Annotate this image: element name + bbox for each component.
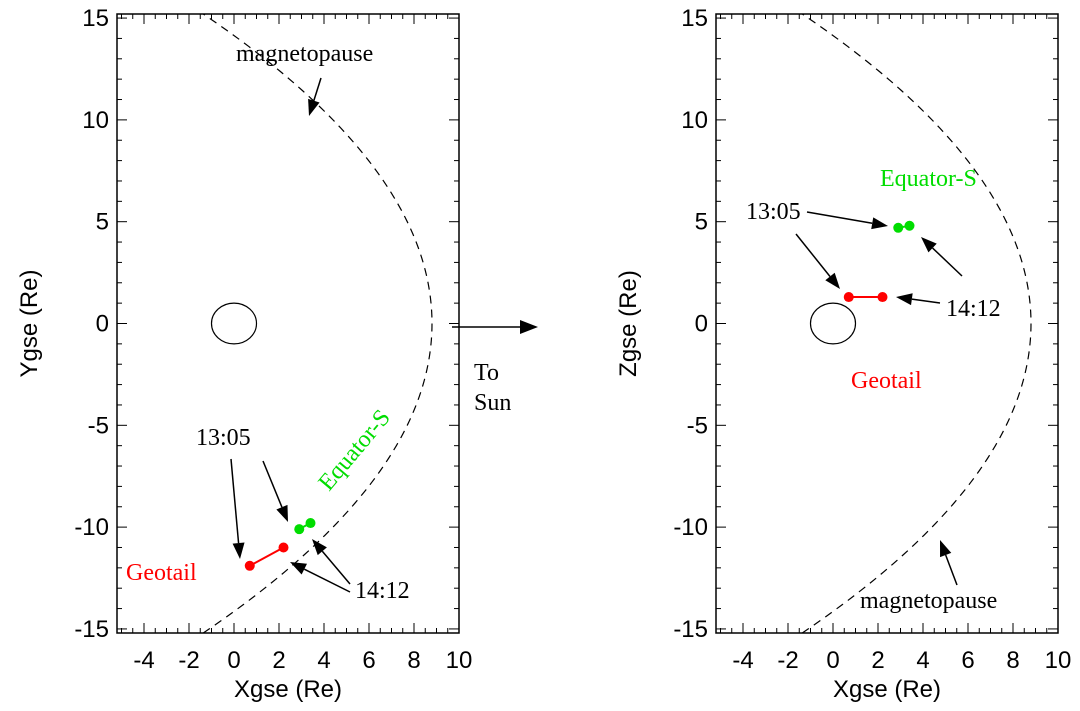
magnetopause-arrow-head	[940, 540, 952, 558]
end-time-arrow-equator-s-line	[932, 247, 963, 277]
y-tick-label: 5	[695, 209, 708, 236]
end-time-arrow-geotail-line	[911, 298, 941, 304]
x-tick-label: 8	[407, 647, 420, 674]
y-tick-label: 10	[82, 107, 109, 134]
start-time-arrow-geotail-line	[230, 458, 240, 544]
magnetopause-arrow-line	[944, 554, 958, 586]
x-tick-label: 6	[362, 647, 375, 674]
y-tick-label: 0	[96, 311, 109, 338]
y-tick-label: -10	[74, 514, 109, 541]
sun-direction-label-line2: Sun	[474, 390, 511, 416]
x-tick-label: 10	[1045, 647, 1072, 674]
equator-s-point	[904, 220, 915, 231]
magnetopause-arrow-line	[313, 77, 322, 101]
x-tick-label: 10	[446, 647, 473, 674]
start-time-label: 13:05	[196, 425, 251, 451]
x-tick-label: 2	[272, 647, 285, 674]
x-tick-label: 4	[317, 647, 330, 674]
equator-s-point	[893, 222, 904, 233]
y-tick-label: -5	[687, 412, 708, 439]
sun-direction-indicator: To Sun	[452, 320, 538, 416]
magnetopause-label: magnetopause	[236, 41, 373, 67]
y-tick-label: -10	[673, 514, 708, 541]
end-time-arrow-equator-s-head	[921, 237, 937, 253]
earth-circle	[210, 302, 258, 345]
x-tick-label: -4	[732, 647, 753, 674]
x-tick-label: 2	[871, 647, 884, 674]
sun-direction-label-line1: To	[474, 360, 499, 386]
y-tick-label: 15	[681, 5, 708, 32]
sun-direction-arrow-head	[520, 320, 538, 334]
panel-xy: -4 -2 0 2 4 6 8 10 -15 -10 -5 0 5 10 15 Xgse (Re) Ygse (…	[16, 5, 472, 703]
start-time-arrow-geotail-head	[232, 542, 245, 559]
start-time-arrow-geotail-line	[795, 233, 831, 277]
end-time-arrow-geotail-head	[896, 293, 913, 306]
y-tick-label: 5	[96, 209, 109, 236]
equator-s-label: Equator-S	[880, 166, 977, 192]
y-tick-label: 10	[681, 107, 708, 134]
magnetopause-curve	[801, 14, 1032, 633]
equator-s-label: Equator-S	[314, 405, 396, 496]
y-tick-label: -15	[74, 616, 109, 643]
y-tick-label: 15	[82, 5, 109, 32]
equator-s-point	[305, 518, 316, 529]
magnetopause-label: magnetopause	[860, 588, 997, 614]
x-tick-label: 0	[227, 647, 240, 674]
start-time-arrow-equator-s-line	[262, 460, 283, 508]
start-time-arrow-equator-s-head	[276, 504, 288, 522]
plot-frame	[715, 13, 1059, 634]
x-tick-label: -2	[178, 647, 199, 674]
x-tick-label: 4	[916, 647, 929, 674]
panel-xz: -4 -2 0 2 4 6 8 10 -15 -10 -5 0 5 10 15 Xgse (Re) Zgse (…	[615, 5, 1071, 703]
x-tick-label: 6	[961, 647, 974, 674]
y-axis-title: Ygse (Re)	[16, 269, 43, 377]
earth-circle	[809, 302, 857, 345]
geotail-point	[877, 292, 888, 303]
geotail-track	[249, 546, 284, 567]
geotail-label: Geotail	[126, 560, 197, 586]
geotail-point	[244, 560, 255, 571]
end-time-arrow-geotail-head	[290, 562, 307, 575]
end-time-arrow-equator-s-head	[312, 539, 327, 556]
x-axis-title: Xgse (Re)	[234, 676, 342, 703]
end-time-arrow-geotail-line	[303, 568, 351, 593]
geotail-point	[278, 542, 289, 553]
geotail-label: Geotail	[851, 368, 922, 394]
start-time-label: 13:05	[746, 199, 801, 225]
magnetopause-curve	[202, 14, 433, 633]
x-tick-label: 8	[1006, 647, 1019, 674]
plot-frame	[116, 13, 460, 634]
y-tick-label: -5	[88, 412, 109, 439]
end-time-label: 14:12	[355, 578, 410, 604]
magnetopause-arrow-head	[308, 98, 320, 116]
start-time-arrow-equator-s-line	[806, 211, 873, 225]
end-time-label: 14:12	[946, 296, 1001, 322]
x-tick-label: -2	[777, 647, 798, 674]
equator-s-point	[294, 524, 305, 535]
y-tick-label: -15	[673, 616, 708, 643]
geotail-point	[843, 292, 854, 303]
x-axis-title: Xgse (Re)	[833, 676, 941, 703]
x-tick-label: -4	[133, 647, 154, 674]
start-time-arrow-equator-s-head	[871, 217, 888, 230]
x-tick-label: 0	[826, 647, 839, 674]
y-tick-label: 0	[695, 311, 708, 338]
end-time-arrow-equator-s-line	[321, 550, 351, 585]
y-axis-title: Zgse (Re)	[615, 270, 642, 377]
start-time-arrow-geotail-head	[825, 272, 840, 289]
